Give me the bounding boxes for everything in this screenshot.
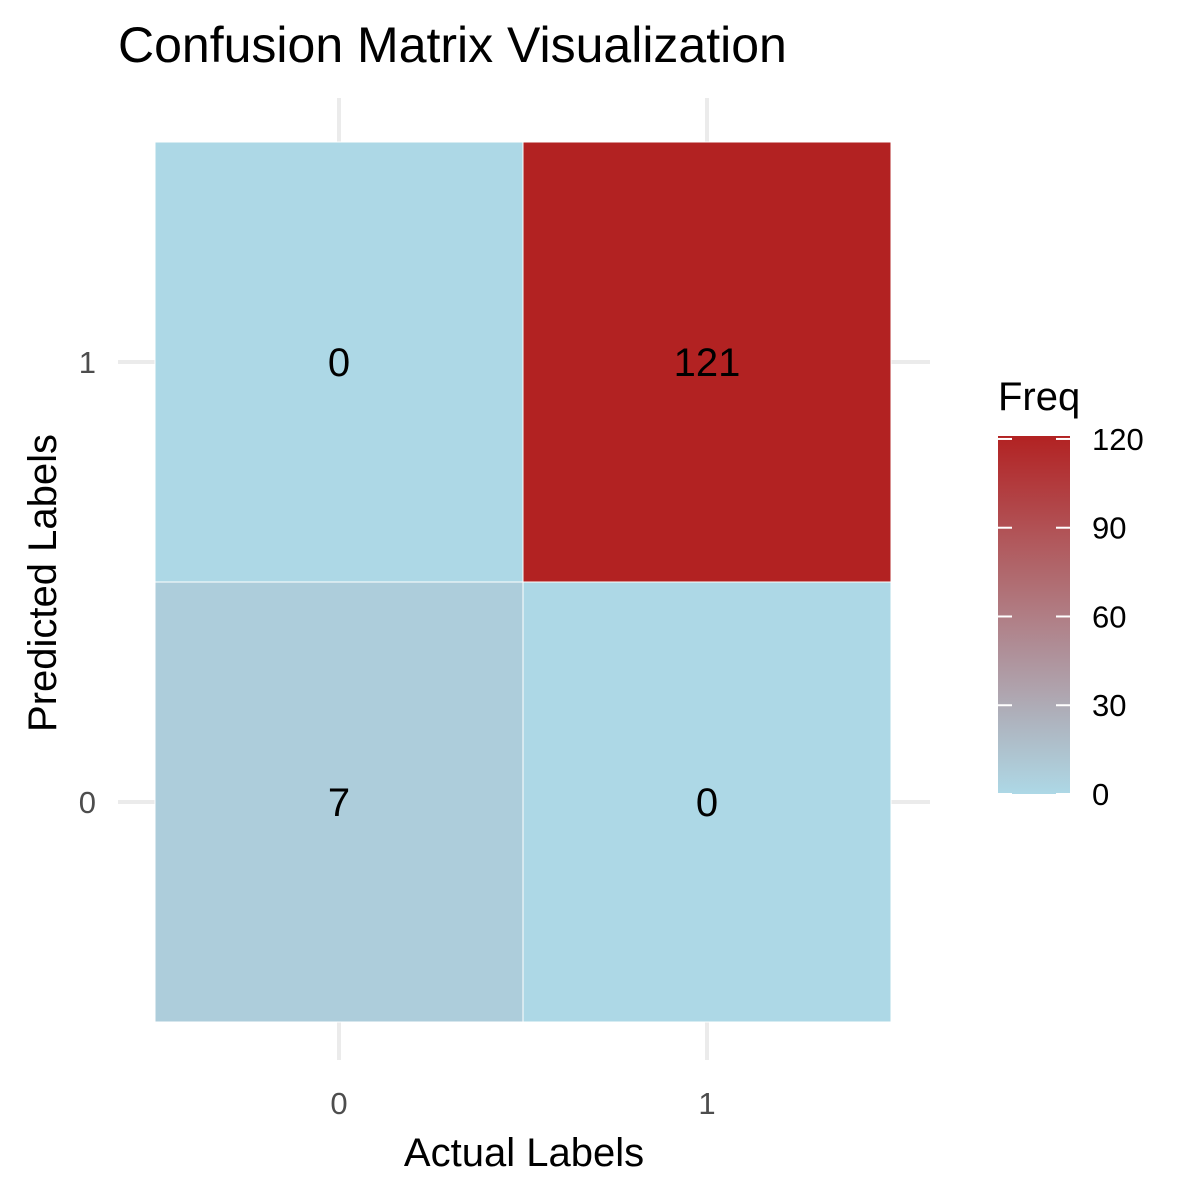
legend-tick-label-90: 90 bbox=[1092, 511, 1126, 546]
cell-value-labels: 0 121 7 0 bbox=[328, 341, 741, 825]
x-tick-label-0: 0 bbox=[330, 1086, 347, 1121]
heatmap-cell-actual-0-predicted-0 bbox=[154, 581, 524, 1023]
legend-color-bar bbox=[998, 436, 1070, 794]
cell-label-actual-0-predicted-0: 7 bbox=[328, 781, 350, 825]
y-tick-label-1: 1 bbox=[79, 345, 96, 380]
legend-tick-label-0: 0 bbox=[1092, 777, 1109, 812]
chart-title: Confusion Matrix Visualization bbox=[118, 17, 787, 73]
heatmap-cell-actual-1-predicted-0 bbox=[522, 581, 892, 1023]
color-legend: Freq 0 30 60 90 120 bbox=[998, 375, 1144, 812]
x-axis-title: Actual Labels bbox=[404, 1131, 644, 1175]
cell-label-actual-1-predicted-0: 0 bbox=[696, 781, 718, 825]
x-tick-label-1: 1 bbox=[698, 1086, 715, 1121]
y-tick-label-0: 0 bbox=[79, 785, 96, 820]
legend-tick-label-120: 120 bbox=[1092, 422, 1144, 457]
cell-label-actual-1-predicted-1: 121 bbox=[674, 341, 741, 385]
cell-label-actual-0-predicted-1: 0 bbox=[328, 341, 350, 385]
legend-title: Freq bbox=[998, 375, 1080, 419]
legend-tick-label-30: 30 bbox=[1092, 688, 1126, 723]
y-axis-tick-labels: 01 bbox=[79, 345, 96, 820]
heatmap-cell-actual-0-predicted-1 bbox=[154, 141, 524, 583]
legend-tick-label-60: 60 bbox=[1092, 599, 1126, 634]
legend-ticks: 0 30 60 90 120 bbox=[998, 422, 1144, 812]
y-axis-title: Predicted Labels bbox=[21, 434, 65, 732]
heatmap-cells bbox=[154, 141, 892, 1023]
